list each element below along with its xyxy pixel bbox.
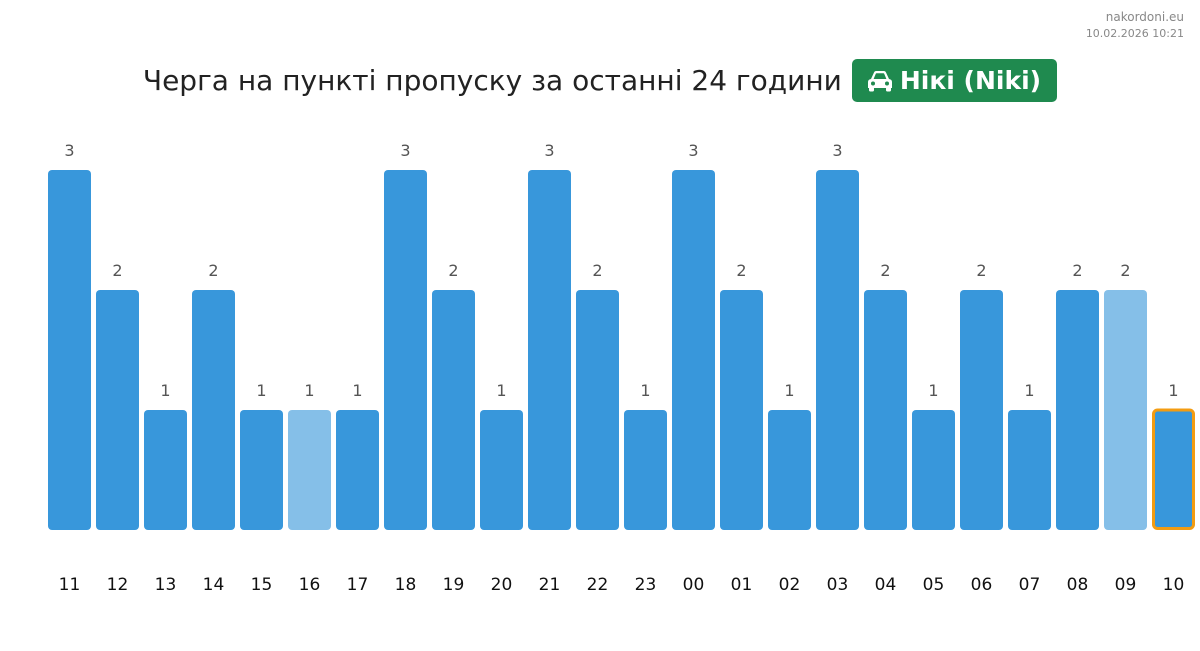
x-tick-label-06: 06	[971, 575, 993, 595]
x-tick-label-17: 17	[347, 575, 369, 595]
x-tick-label-21: 21	[539, 575, 561, 595]
car-icon	[867, 70, 892, 91]
bar-value-label-16: 1	[304, 381, 314, 400]
bar-10[interactable]	[1152, 408, 1195, 530]
x-tick-label-22: 22	[587, 575, 609, 595]
bar-05[interactable]	[912, 410, 955, 530]
bar-value-label-12: 2	[112, 261, 122, 280]
bar-value-label-05: 1	[928, 381, 938, 400]
x-tick-label-05: 05	[923, 575, 945, 595]
bar-20[interactable]	[480, 410, 523, 530]
bar-18[interactable]	[384, 170, 427, 530]
x-tick-label-07: 07	[1019, 575, 1041, 595]
bar-03[interactable]	[816, 170, 859, 530]
bar-value-label-10: 1	[1168, 381, 1178, 400]
bar-11[interactable]	[48, 170, 91, 530]
bar-08[interactable]	[1056, 290, 1099, 530]
bar-04[interactable]	[864, 290, 907, 530]
bar-01[interactable]	[720, 290, 763, 530]
bar-value-label-02: 1	[784, 381, 794, 400]
checkpoint-badge[interactable]: Нікі (Niki)	[851, 59, 1058, 102]
bar-17[interactable]	[336, 410, 379, 530]
x-tick-label-16: 16	[299, 575, 321, 595]
x-tick-label-03: 03	[827, 575, 849, 595]
x-tick-label-10: 10	[1163, 575, 1185, 595]
timestamp: 10.02.2026 10:21	[1085, 27, 1184, 40]
bar-21[interactable]	[528, 170, 571, 530]
bar-value-label-08: 2	[1072, 261, 1082, 280]
x-tick-label-01: 01	[731, 575, 753, 595]
bar-value-label-15: 1	[256, 381, 266, 400]
x-tick-label-20: 20	[491, 575, 513, 595]
x-tick-label-11: 11	[59, 575, 81, 595]
bar-14[interactable]	[192, 290, 235, 530]
x-tick-label-15: 15	[251, 575, 273, 595]
site-name[interactable]: nakordoni.eu	[1105, 10, 1184, 24]
bar-value-label-03: 3	[832, 141, 842, 160]
bar-value-label-11: 3	[64, 141, 74, 160]
bar-value-label-06: 2	[976, 261, 986, 280]
bar-value-label-07: 1	[1024, 381, 1034, 400]
x-tick-label-23: 23	[635, 575, 657, 595]
checkpoint-name: Нікі (Niki)	[899, 66, 1042, 95]
bar-value-label-17: 1	[352, 381, 362, 400]
x-tick-label-19: 19	[443, 575, 465, 595]
x-tick-label-02: 02	[779, 575, 801, 595]
bar-value-label-19: 2	[448, 261, 458, 280]
bar-value-label-14: 2	[208, 261, 218, 280]
x-tick-label-12: 12	[107, 575, 129, 595]
bar-19[interactable]	[432, 290, 475, 530]
bar-value-label-13: 1	[160, 381, 170, 400]
bar-06[interactable]	[960, 290, 1003, 530]
bar-23[interactable]	[624, 410, 667, 530]
bar-13[interactable]	[144, 410, 187, 530]
bar-00[interactable]	[672, 170, 715, 530]
bar-07[interactable]	[1008, 410, 1051, 530]
x-tick-label-09: 09	[1115, 575, 1137, 595]
bar-02[interactable]	[768, 410, 811, 530]
bar-09[interactable]	[1104, 290, 1147, 530]
bar-value-label-01: 2	[736, 261, 746, 280]
bar-value-label-23: 1	[640, 381, 650, 400]
bar-value-label-18: 3	[400, 141, 410, 160]
bar-value-label-21: 3	[544, 141, 554, 160]
title-row: Черга на пункті пропуску за останні 24 г…	[0, 59, 1200, 102]
bar-22[interactable]	[576, 290, 619, 530]
bar-value-label-22: 2	[592, 261, 602, 280]
chart-title: Черга на пункті пропуску за останні 24 г…	[142, 64, 842, 97]
bar-15[interactable]	[240, 410, 283, 530]
x-tick-label-08: 08	[1067, 575, 1089, 595]
x-tick-label-14: 14	[203, 575, 225, 595]
bar-value-label-00: 3	[688, 141, 698, 160]
bar-value-label-20: 1	[496, 381, 506, 400]
x-tick-label-00: 00	[683, 575, 705, 595]
bar-12[interactable]	[96, 290, 139, 530]
bar-16[interactable]	[288, 410, 331, 530]
x-tick-label-18: 18	[395, 575, 417, 595]
x-tick-label-13: 13	[155, 575, 177, 595]
bar-value-label-04: 2	[880, 261, 890, 280]
bar-value-label-09: 2	[1120, 261, 1130, 280]
x-tick-label-04: 04	[875, 575, 897, 595]
